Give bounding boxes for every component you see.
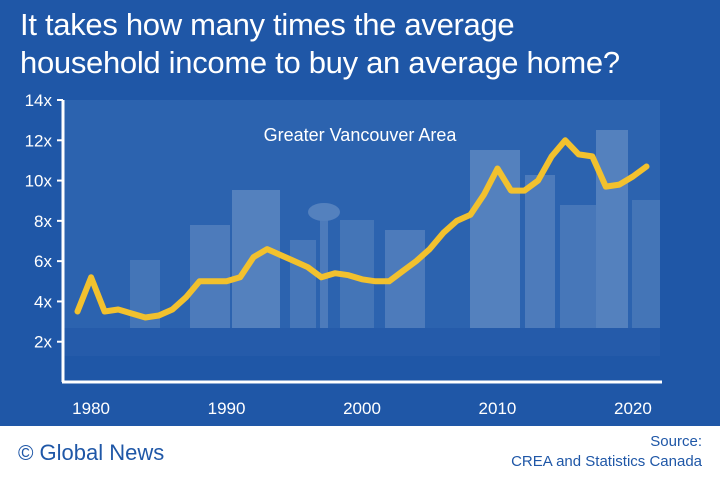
data-point — [496, 167, 498, 169]
data-point — [388, 280, 390, 282]
building — [190, 225, 230, 330]
chart-title: Greater Vancouver Area — [264, 125, 458, 145]
data-point — [524, 190, 526, 192]
data-point — [307, 266, 309, 268]
data-point — [618, 184, 620, 186]
headline-line-2: household income to buy an average home? — [20, 45, 620, 80]
y-tick-label: 2x — [34, 333, 52, 352]
x-tick-label: 2020 — [614, 399, 652, 418]
data-point — [104, 311, 106, 312]
y-tick-label: 14x — [25, 91, 53, 110]
data-series — [74, 137, 650, 321]
data-point — [266, 248, 268, 250]
y-tick-label: 8x — [34, 212, 52, 231]
y-tick-label: 10x — [25, 172, 53, 191]
data-point — [158, 315, 160, 317]
data-point — [171, 308, 173, 310]
data-point — [131, 313, 133, 315]
data-point — [212, 280, 214, 282]
data-point — [591, 155, 593, 157]
data-point — [144, 317, 146, 319]
data-point — [645, 165, 647, 167]
y-tick-label: 12x — [25, 131, 53, 150]
data-point — [578, 153, 580, 155]
data-point — [347, 274, 349, 276]
source-credit: Source: CREA and Statistics Canada — [511, 432, 702, 472]
x-tick-label: 2010 — [479, 399, 517, 418]
footer: © Global News Source: CREA and Statistics… — [0, 426, 720, 480]
line-chart: 2x 4x 6x 8x 10x 12x 14x 1980 1990 2000 2010 2020 G… — [25, 91, 662, 418]
headline-line-1: It takes how many times the average — [20, 7, 515, 42]
data-point — [632, 176, 634, 178]
data-point — [456, 220, 458, 222]
x-tick-label: 1980 — [72, 399, 110, 418]
data-point — [564, 139, 566, 141]
data-point — [483, 194, 485, 196]
brand-name: Global News — [39, 440, 165, 465]
copyright-icon: © — [18, 442, 34, 465]
data-point — [320, 276, 322, 278]
tower-top — [308, 203, 340, 221]
data-point — [334, 272, 336, 274]
data-point — [510, 190, 512, 192]
data-point — [117, 308, 119, 310]
data-point — [185, 296, 187, 298]
x-tick-label: 2000 — [343, 399, 381, 418]
x-tick-label: 1990 — [208, 399, 246, 418]
x-axis-ticks: 1980 1990 2000 2010 2020 — [72, 399, 652, 418]
data-point — [429, 248, 431, 250]
data-point — [253, 256, 255, 258]
data-point — [77, 311, 79, 312]
building — [632, 200, 660, 330]
source-label: Source: — [650, 433, 702, 450]
tower-shaft — [320, 215, 328, 330]
data-point — [551, 155, 553, 157]
building — [596, 130, 628, 330]
y-tick-label: 4x — [34, 292, 52, 311]
data-point — [442, 232, 444, 234]
waterfront — [64, 328, 660, 356]
building — [232, 190, 280, 330]
data-point — [469, 214, 471, 216]
data-point — [537, 180, 539, 182]
data-point — [90, 276, 92, 278]
data-point — [226, 280, 228, 282]
data-point — [415, 260, 417, 262]
building — [560, 205, 596, 330]
building — [470, 150, 520, 330]
building — [290, 240, 316, 330]
data-point — [402, 270, 404, 272]
data-point — [605, 186, 607, 188]
y-tick-label: 6x — [34, 252, 52, 271]
y-axis-ticks: 2x 4x 6x 8x 10x 12x 14x — [25, 91, 63, 352]
data-point — [361, 278, 363, 280]
source-text: CREA and Statistics Canada — [511, 453, 702, 470]
data-point — [280, 254, 282, 256]
data-point — [293, 260, 295, 262]
global-news-logo: © Global News — [18, 440, 164, 466]
building — [525, 175, 555, 330]
data-point — [239, 276, 241, 278]
headline: It takes how many times the average hous… — [20, 6, 710, 82]
data-point — [198, 280, 200, 282]
data-point — [375, 280, 377, 282]
